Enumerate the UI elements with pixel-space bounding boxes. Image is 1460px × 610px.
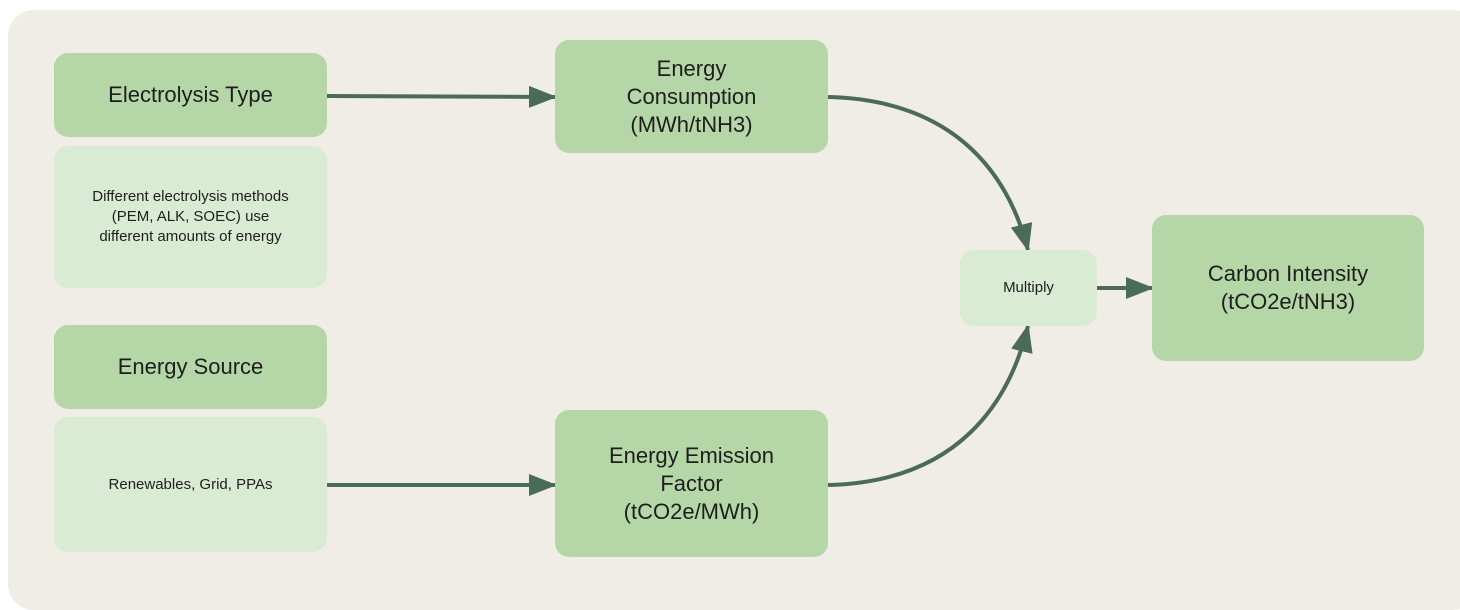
node-unit: (tCO2e/MWh) bbox=[623, 498, 760, 524]
node-unit: (MWh/tNH3) bbox=[630, 111, 753, 137]
node-label: Multiply bbox=[1003, 279, 1054, 296]
node: Energy Consumption (MWh/tNH3) bbox=[555, 40, 828, 153]
node: Energy Source bbox=[54, 325, 327, 409]
node-label: Carbon Intensity bbox=[1207, 261, 1369, 286]
node-label: Energy Source bbox=[117, 354, 264, 379]
arrow bbox=[827, 324, 1033, 487]
node: Carbon Intensity (tCO2e/tNH3) bbox=[1152, 215, 1424, 361]
arrow bbox=[827, 95, 1033, 252]
node: Energy Emission Factor (tCO2e/MWh) bbox=[555, 410, 828, 557]
node-unit: (tCO2e/tNH3) bbox=[1220, 289, 1356, 314]
arrow bbox=[326, 85, 557, 108]
node: Renewables, Grid, PPAs bbox=[54, 417, 327, 552]
node-label: Electrolysis Type bbox=[108, 82, 273, 107]
node-label: Energy Emission Factor bbox=[608, 442, 775, 496]
node: Electrolysis Type bbox=[54, 53, 327, 137]
node-label: Different electrolysis methods (PEM, ALK… bbox=[92, 188, 289, 245]
node: Different electrolysis methods (PEM, ALK… bbox=[54, 146, 327, 288]
node: Multiply bbox=[960, 250, 1097, 326]
node-label: Energy Consumption bbox=[626, 55, 757, 109]
node-label: Renewables, Grid, PPAs bbox=[108, 475, 273, 493]
